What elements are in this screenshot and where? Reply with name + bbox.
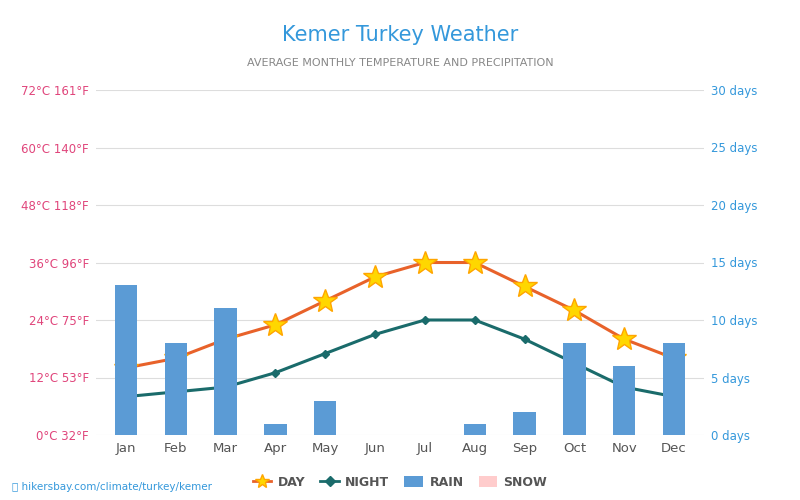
Bar <box>613 366 635 435</box>
Bar <box>463 424 486 435</box>
Bar <box>165 343 187 435</box>
Bar <box>663 343 686 435</box>
Bar <box>114 286 137 435</box>
Text: 📍 hikersbay.com/climate/turkey/kemer: 📍 hikersbay.com/climate/turkey/kemer <box>12 482 212 492</box>
Bar <box>264 424 286 435</box>
Bar <box>514 412 536 435</box>
Text: AVERAGE MONTHLY TEMPERATURE AND PRECIPITATION: AVERAGE MONTHLY TEMPERATURE AND PRECIPIT… <box>246 58 554 68</box>
Bar <box>214 308 237 435</box>
Y-axis label: PRECIPITATION: PRECIPITATION <box>796 222 800 304</box>
Text: Kemer Turkey Weather: Kemer Turkey Weather <box>282 25 518 45</box>
Legend: DAY, NIGHT, RAIN, SNOW: DAY, NIGHT, RAIN, SNOW <box>253 476 547 489</box>
Bar <box>563 343 586 435</box>
Bar <box>314 400 337 435</box>
